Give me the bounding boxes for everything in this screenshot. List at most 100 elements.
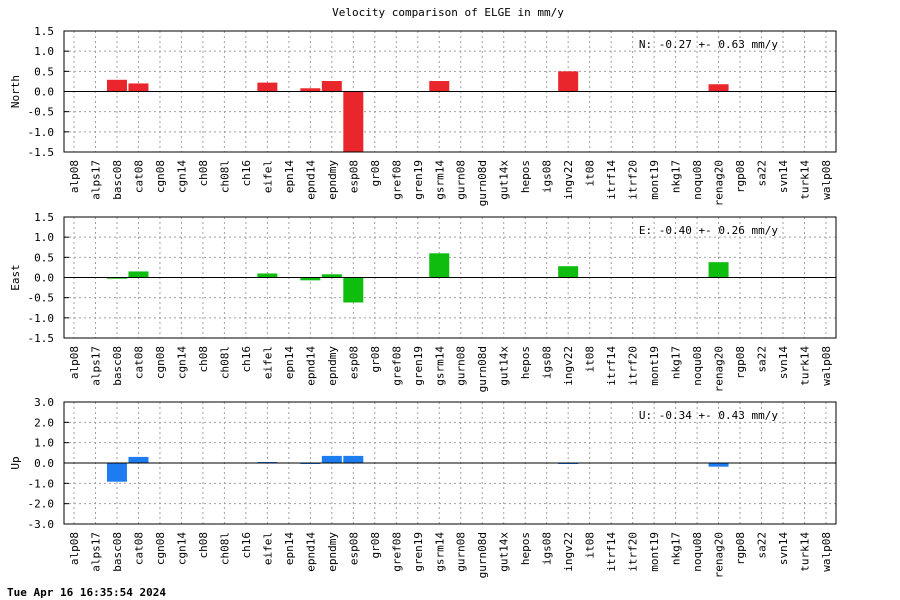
x-tick-label: gut14x [498,532,511,572]
x-tick-label: walp08 [820,532,833,572]
bar-basc08 [106,463,127,482]
x-tick-label: gr08 [369,532,382,559]
x-tick-label: cgn14 [175,160,188,193]
x-tick-label: gren19 [412,346,425,386]
y-tick-label: 1.0 [34,231,54,244]
bar-gsrm14 [429,253,450,278]
x-tick-label: svn14 [777,532,790,565]
panel-east: -1.5 -1.0 -0.5 0.0 0.5 1.0 1.5 alp08 alps17 basc0… [9,211,837,392]
plot-frame [63,401,837,525]
x-tick-label: noqu08 [691,346,704,386]
x-tick-label: mont19 [648,346,661,386]
y-tick-label: -0.5 [28,292,55,305]
bar-epnd14 [300,277,321,281]
x-tick-label: gr08 [369,346,382,373]
x-tick-label: epndmy [326,532,339,572]
stats-annotation: E: -0.40 +- 0.26 mm/y [639,224,778,237]
x-tick-label: sa22 [756,532,769,559]
x-tick-label: alps17 [89,346,102,386]
x-tick-label: gurn08d [476,346,489,392]
y-tick-label: 1.5 [34,25,54,38]
x-tick-label: basc08 [111,532,124,572]
y-tick-label: 0.5 [34,65,54,78]
chart-title: Velocity comparison of ELGE in mm/y [332,6,564,19]
bar-epndmy [321,455,342,463]
x-tick-label: esp08 [347,346,360,379]
x-tick-label: ch08 [197,532,210,559]
x-tick-label: turk14 [799,532,812,572]
x-tick-label: ingv22 [562,532,575,572]
bar-renag20 [708,463,729,467]
x-tick-label: ch08l [218,160,231,193]
panel-north: -1.5 -1.0 -0.5 0.0 0.5 1.0 1.5 alp08 alps17 basc0… [9,25,837,206]
y-tick-label: -1.5 [28,146,55,159]
x-tick-label: mont19 [648,532,661,572]
x-tick-label: alp08 [68,532,81,565]
x-tick-label: mont19 [648,160,661,200]
bar-cat08 [128,83,149,92]
x-tick-label: igs08 [541,160,554,193]
x-tick-label: ch08l [218,532,231,565]
y-tick-label: 2.0 [34,416,54,429]
plot-frame [63,216,837,339]
x-tick-label: gref08 [390,160,403,200]
x-tick-label: basc08 [111,346,124,386]
bar-eifel [257,82,278,92]
x-tick-label: it08 [584,532,597,559]
bar-basc08 [106,277,127,279]
y-tick-label: 0.0 [34,457,54,470]
x-tick-label: sa22 [756,346,769,373]
x-tick-label: gren19 [412,532,425,572]
x-tick-label: nkg17 [670,160,683,193]
bar-eifel [257,461,278,463]
x-tick-label: itrf20 [627,532,640,572]
x-tick-label: gut14x [498,160,511,200]
x-tick-label: ch16 [240,160,253,187]
plot-frame [63,30,837,153]
y-tick-label: 0.0 [34,86,54,99]
x-tick-label: alps17 [89,532,102,572]
x-tick-label: igs08 [541,346,554,379]
x-tick-label: itrf20 [627,346,640,386]
x-tick-label: svn14 [777,160,790,193]
y-tick-label: 0.5 [34,251,54,264]
x-tick-label: esp08 [347,160,360,193]
y-tick-label: -3.0 [28,518,55,531]
bar-epndmy [321,81,342,92]
y-tick-label: 1.0 [34,437,54,450]
x-tick-label: ch16 [240,346,253,373]
x-tick-label: ingv22 [562,160,575,200]
stats-annotation: N: -0.27 +- 0.63 mm/y [639,38,778,51]
x-tick-label: ch08l [218,346,231,379]
y-tick-label: -1.5 [28,332,55,345]
x-tick-label: gref08 [390,346,403,386]
x-tick-label: eifel [261,346,274,379]
bar-basc08 [106,79,127,92]
x-tick-label: it08 [584,346,597,373]
x-tick-label: epn14 [283,346,296,379]
bar-ingv22 [558,71,579,92]
y-tick-label: 3.0 [34,396,54,409]
bar-ingv22 [558,266,579,278]
x-tick-label: gr08 [369,160,382,187]
x-tick-label: turk14 [799,346,812,386]
x-tick-label: ch08 [197,346,210,373]
x-tick-label: rgp08 [734,346,747,379]
y-axis-label: East [9,264,22,291]
x-tick-label: gurn08 [455,346,468,386]
x-tick-label: esp08 [347,532,360,565]
x-tick-label: nkg17 [670,532,683,565]
x-tick-label: eifel [261,532,274,565]
x-tick-label: gurn08d [476,160,489,206]
x-tick-label: itrf20 [627,160,640,200]
x-tick-label: cgn14 [175,346,188,379]
x-tick-label: gut14x [498,346,511,386]
x-tick-label: renag20 [713,532,726,578]
x-tick-label: itrf14 [605,346,618,386]
x-tick-label: alp08 [68,160,81,193]
x-tick-label: cgn08 [154,532,167,565]
x-tick-label: epnd14 [304,346,317,386]
bar-esp08 [343,91,364,152]
bar-renag20 [708,262,729,278]
x-tick-label: hepos [519,346,532,379]
